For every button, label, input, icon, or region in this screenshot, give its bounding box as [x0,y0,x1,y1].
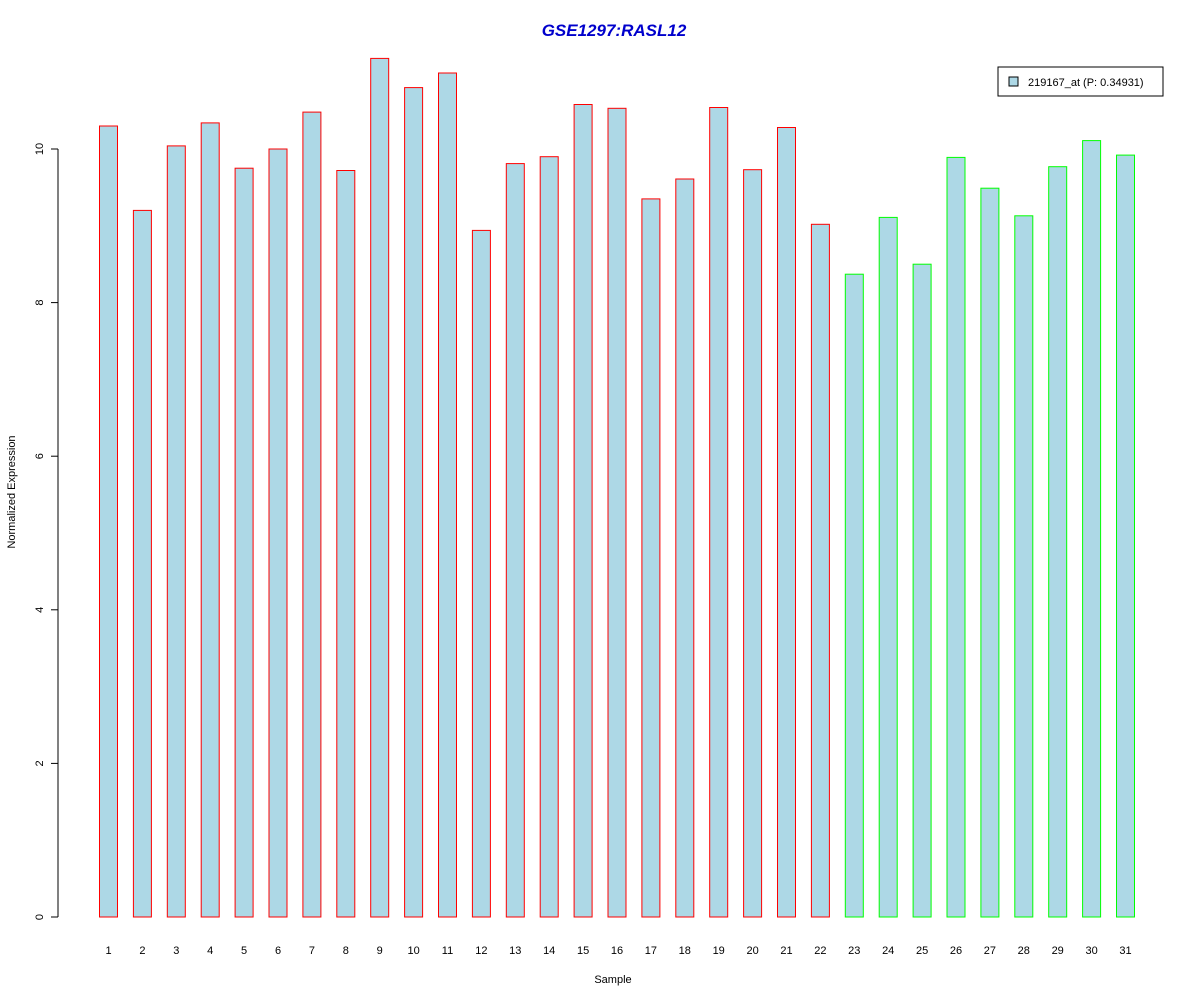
bar-sample-21 [777,127,796,918]
legend-label: 219167_at (P: 0.34931) [1028,77,1144,89]
x-tick-label: 24 [882,945,894,957]
x-tick-label: 25 [916,945,928,957]
x-tick-label: 30 [1085,945,1097,957]
x-tick-label: 22 [814,945,826,957]
x-tick-labels: 1 2 3 4 5 6 7 8 9 10 11 12 13 14 15 16 17 18 19 20 21 22 23 24 2… [105,945,1131,957]
x-tick-label: 1 [105,945,111,957]
bar-sample-4 [200,122,220,918]
bar-sample-2 [132,209,152,918]
x-tick-label: 27 [984,945,996,957]
bar-sample-25 [912,263,932,918]
y-tick-label: 0 [34,914,46,920]
bar-sample-16 [607,107,627,918]
bar-sample-26 [946,156,966,918]
x-tick-label: 3 [173,945,179,957]
x-tick-label: 11 [442,945,453,957]
legend-box [997,66,1164,97]
bar-sample-6 [268,148,288,918]
bar-sample-3 [166,145,186,918]
bar-sample-22 [810,223,830,918]
x-tick-label: 16 [611,945,623,957]
bar-sample-15 [573,104,593,918]
bar-sample-10 [404,87,424,918]
x-tick-label: 14 [543,945,555,957]
x-tick-label: 7 [309,945,315,957]
x-tick-label: 13 [509,945,521,957]
bars [99,57,1135,918]
x-tick-label: 15 [577,945,589,957]
x-tick-label: 6 [275,945,281,957]
x-tick-label: 2 [139,945,145,957]
x-tick-label: 19 [713,945,725,957]
bar-sample-29 [1048,166,1068,918]
x-tick-label: 4 [207,945,213,957]
legend-swatch [1008,76,1019,87]
bar-sample-9 [370,57,390,918]
bar-sample-28 [1014,215,1034,918]
x-tick-label: 28 [1018,945,1030,957]
legend: 219167_at (P: 0.34931) [997,66,1164,97]
y-axis-label: Normalized Expression [6,435,18,548]
bar-sample-19 [709,107,729,918]
x-axis-label: Sample [594,974,631,986]
bar-sample-7 [302,111,322,918]
x-tick-label: 9 [377,945,383,957]
x-tick-label: 31 [1119,945,1131,957]
x-tick-label: 5 [241,945,247,957]
y-tick-label: 10 [34,143,46,155]
bar-sample-11 [438,72,457,918]
bar-sample-14 [539,156,559,918]
x-tick-label: 29 [1052,945,1064,957]
bar-sample-30 [1082,140,1102,918]
x-tick-label: 20 [746,945,758,957]
x-tick-label: 10 [407,945,419,957]
x-tick-label: 18 [679,945,691,957]
bar-sample-5 [234,167,254,918]
bar-sample-12 [471,229,491,918]
bar-sample-13 [505,163,525,918]
bar-sample-20 [743,169,763,918]
x-tick-label: 17 [645,945,657,957]
y-tick-label: 8 [34,300,46,306]
x-tick-label: 21 [780,945,792,957]
x-tick-label: 26 [950,945,962,957]
bar-sample-27 [980,187,1000,918]
bar-sample-24 [878,216,898,918]
bar-sample-23 [844,273,864,918]
x-tick-label: 12 [475,945,487,957]
y-tick-label: 6 [34,453,46,459]
x-tick-label: 23 [848,945,860,957]
bar-sample-31 [1116,154,1135,918]
y-axis: 0 2 4 6 8 10 [34,143,59,920]
bar-sample-18 [675,178,695,918]
y-tick-label: 2 [34,760,46,766]
chart-title: GSE1297:RASL12 [542,21,687,40]
y-tick-label: 4 [34,607,46,613]
bar-sample-8 [336,170,356,918]
x-tick-label: 8 [343,945,349,957]
bar-sample-1 [99,125,118,918]
bar-sample-17 [641,198,661,918]
